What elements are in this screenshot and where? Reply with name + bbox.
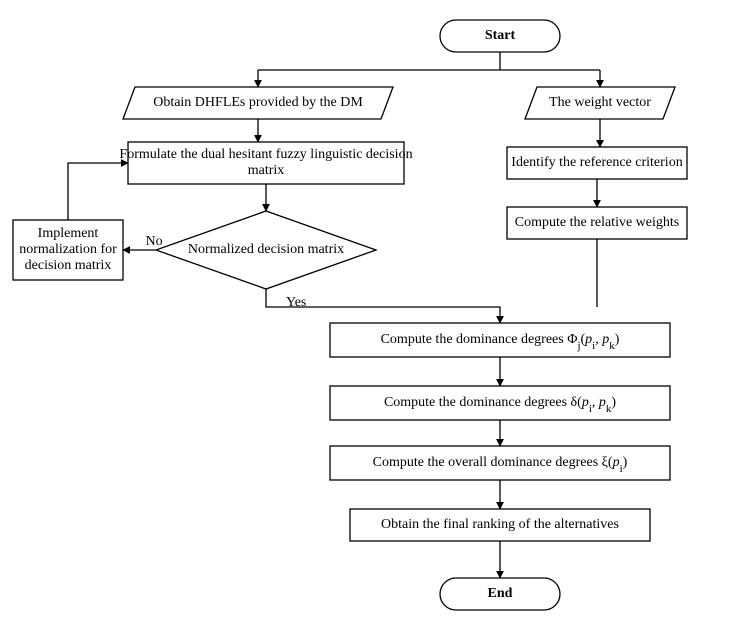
svg-text:Obtain DHFLEs provided by the: Obtain DHFLEs provided by the DM [153, 95, 363, 110]
svg-text:Start: Start [485, 28, 516, 43]
svg-text:decision matrix: decision matrix [25, 258, 112, 273]
svg-text:Normalized decision matrix: Normalized decision matrix [188, 242, 344, 257]
flowchart: Start Obtain DHFLEs provided by the DM The… [0, 0, 755, 634]
svg-text:matrix: matrix [248, 163, 285, 178]
svg-text:The weight vector: The weight vector [549, 95, 651, 110]
svg-text:Formulate the dual hesitant fu: Formulate the dual hesitant fuzzy lingui… [119, 147, 412, 162]
svg-text:No: No [146, 234, 163, 249]
svg-text:End: End [488, 586, 513, 601]
svg-text:Obtain the final ranking of th: Obtain the final ranking of the alternat… [381, 517, 619, 532]
svg-text:normalization for: normalization for [19, 242, 117, 257]
svg-text:Compute the relative weights: Compute the relative weights [515, 215, 679, 230]
svg-text:Identify the reference criteri: Identify the reference criterion [511, 155, 682, 170]
svg-text:Implement: Implement [38, 226, 99, 241]
svg-text:Yes: Yes [286, 295, 306, 310]
